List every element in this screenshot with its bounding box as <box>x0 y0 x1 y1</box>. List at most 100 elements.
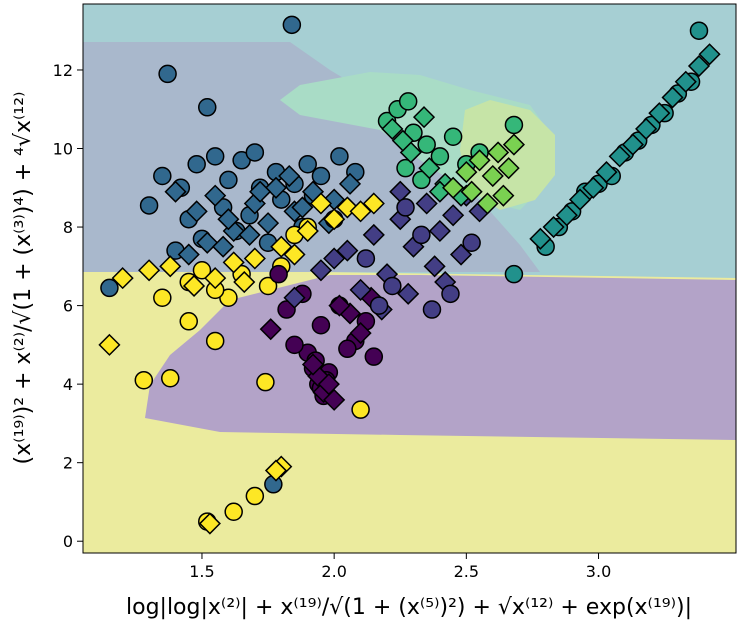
x-tick-label: 1.5 <box>189 562 214 581</box>
point <box>481 164 504 188</box>
point <box>138 259 161 282</box>
point <box>249 180 272 203</box>
point <box>285 335 304 355</box>
point <box>460 180 483 203</box>
point <box>428 219 451 243</box>
point <box>648 102 671 125</box>
x-tick-label: 3.0 <box>586 562 611 581</box>
point <box>661 86 684 109</box>
point <box>283 243 306 266</box>
y-tick-label: 4 <box>63 375 73 394</box>
point <box>323 208 346 231</box>
point <box>277 300 296 319</box>
point <box>417 135 436 154</box>
point <box>415 192 438 215</box>
point <box>442 204 465 227</box>
point <box>291 196 314 219</box>
point <box>311 166 331 186</box>
point <box>338 339 357 359</box>
point <box>182 274 206 298</box>
point <box>362 223 385 246</box>
point <box>383 276 402 296</box>
point <box>256 372 275 392</box>
point <box>283 286 306 309</box>
point <box>396 198 415 217</box>
point <box>423 255 446 278</box>
point <box>336 239 359 262</box>
point <box>497 157 520 180</box>
point <box>462 233 481 253</box>
point <box>198 98 217 117</box>
point <box>349 278 372 301</box>
point <box>205 147 225 166</box>
point <box>492 184 515 207</box>
point <box>608 145 631 168</box>
point <box>309 259 332 282</box>
point <box>441 284 460 304</box>
point <box>259 318 282 341</box>
point <box>204 267 227 290</box>
point <box>298 154 317 174</box>
point <box>555 204 578 227</box>
point <box>179 312 198 331</box>
point <box>100 278 119 298</box>
point <box>443 127 463 146</box>
point <box>362 192 385 215</box>
point <box>296 219 319 243</box>
point <box>98 333 121 356</box>
y-tick-label: 10 <box>53 140 73 159</box>
point <box>139 196 159 215</box>
point <box>468 149 491 172</box>
x-tick-label: 2.5 <box>454 562 479 581</box>
point <box>412 106 436 129</box>
point <box>205 331 225 351</box>
point <box>264 176 288 199</box>
point <box>160 368 180 388</box>
y-tick-label: 8 <box>63 218 73 237</box>
point <box>397 282 420 305</box>
point <box>269 264 288 284</box>
point <box>185 200 208 223</box>
point <box>245 143 265 162</box>
point <box>689 21 709 40</box>
point <box>568 188 592 211</box>
point <box>153 166 172 186</box>
point <box>356 249 376 268</box>
point <box>217 208 240 231</box>
point <box>635 117 658 140</box>
point <box>264 459 288 482</box>
point <box>328 294 351 317</box>
point <box>187 154 206 174</box>
point <box>177 243 200 266</box>
point <box>153 288 172 307</box>
point <box>164 180 187 203</box>
point <box>301 353 325 376</box>
point <box>412 170 431 190</box>
point <box>502 133 525 156</box>
point <box>621 133 644 156</box>
point <box>412 225 431 245</box>
point <box>233 270 256 294</box>
point <box>595 161 618 184</box>
point <box>257 212 280 235</box>
point <box>504 264 524 284</box>
point <box>311 315 331 335</box>
region <box>460 100 555 210</box>
point <box>487 141 510 164</box>
point <box>198 512 221 535</box>
point <box>582 176 605 199</box>
point <box>418 157 441 180</box>
point <box>134 370 154 390</box>
point <box>323 247 346 270</box>
point <box>212 235 235 258</box>
point <box>309 192 332 215</box>
point <box>219 170 238 190</box>
point <box>364 347 384 366</box>
point <box>238 223 261 246</box>
point <box>349 322 372 345</box>
point <box>504 115 524 135</box>
point <box>338 172 362 195</box>
point <box>369 296 389 315</box>
point <box>351 400 370 419</box>
